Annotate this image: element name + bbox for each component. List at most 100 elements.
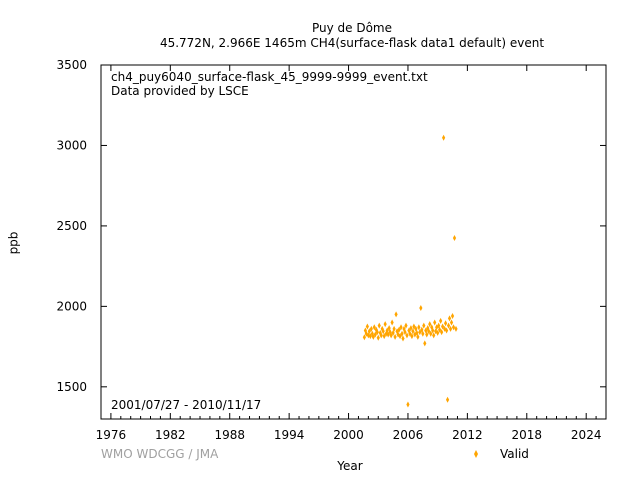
data-point [449, 319, 454, 326]
data-point [392, 325, 396, 332]
x-axis-label: Year [337, 459, 363, 473]
data-point [389, 332, 393, 339]
data-point [416, 333, 420, 340]
data-point [409, 325, 413, 332]
data-point [418, 329, 422, 336]
data-points [362, 134, 458, 408]
data-point [390, 319, 394, 326]
filename-annotation: ch4_puy6040_surface-flask_45_9999-9999_e… [111, 70, 428, 84]
data-point [383, 321, 387, 328]
data-point [405, 332, 409, 339]
x-tick-label: 1994 [274, 428, 305, 442]
y-axis-label: ppb [6, 231, 21, 255]
data-point [373, 331, 377, 338]
data-point [451, 324, 456, 331]
legend-label-valid: Valid [500, 447, 529, 461]
data-point [368, 333, 372, 340]
data-point [410, 333, 414, 340]
data-point [399, 324, 403, 331]
data-point [446, 322, 451, 329]
data-point [374, 326, 378, 333]
data-point [445, 396, 450, 403]
data-point [414, 325, 418, 332]
y-axis-ticks: 1500 2000 2500 3000 3500 [56, 58, 606, 394]
y-tick-label: 2000 [56, 299, 87, 313]
x-tick-label: 2000 [333, 428, 364, 442]
data-point [436, 329, 440, 336]
provider-annotation: Data provided by LSCE [111, 84, 249, 98]
x-tick-label: 2006 [393, 428, 424, 442]
data-point [382, 333, 386, 340]
date-range-annotation: 2001/07/27 - 2010/11/17 [111, 398, 262, 412]
y-tick-label: 3500 [56, 58, 87, 72]
legend-marker-valid [474, 450, 478, 458]
data-point [430, 324, 434, 331]
data-point [394, 311, 398, 318]
x-tick-label: 2024 [571, 428, 602, 442]
data-point [369, 325, 373, 332]
data-point [424, 327, 428, 334]
data-point [421, 330, 425, 337]
data-point [433, 319, 437, 326]
data-point [440, 329, 444, 336]
data-point [395, 328, 399, 335]
data-point [417, 324, 421, 331]
data-point [375, 329, 379, 336]
data-point [427, 328, 431, 335]
chart-title: Puy de Dôme [311, 21, 393, 35]
data-point [431, 327, 435, 334]
data-point [425, 331, 429, 338]
data-point [386, 331, 390, 338]
data-point [422, 322, 426, 329]
data-point [401, 335, 405, 342]
y-tick-label: 2500 [56, 219, 87, 233]
data-point [404, 322, 408, 329]
data-point [442, 134, 446, 141]
data-point [441, 323, 445, 330]
x-tick-label: 1988 [214, 428, 245, 442]
data-point [372, 324, 376, 331]
data-point [379, 332, 383, 339]
data-point [406, 401, 410, 408]
plot-frame [100, 64, 607, 420]
data-point [366, 332, 370, 339]
data-point [385, 327, 389, 334]
data-point [450, 313, 455, 320]
data-point [419, 304, 423, 311]
x-tick-label: 2012 [452, 428, 483, 442]
y-tick-label: 1500 [56, 380, 87, 394]
data-point [412, 323, 416, 330]
x-axis-ticks: 1976 1982 1988 1994 2000 2006 2012 2018 2024 [96, 65, 602, 442]
data-point [365, 323, 369, 330]
data-point [452, 234, 457, 241]
y-tick-label: 3000 [56, 138, 87, 152]
data-point [454, 325, 458, 332]
data-point [398, 333, 402, 340]
data-point [448, 325, 453, 332]
data-point [367, 328, 371, 335]
x-tick-label: 2018 [512, 428, 543, 442]
data-point [403, 329, 407, 336]
data-point [411, 328, 415, 335]
data-point [439, 317, 443, 324]
data-point [428, 321, 432, 328]
data-point [371, 333, 375, 340]
data-point [443, 320, 448, 327]
data-point [397, 326, 401, 333]
data-point [400, 330, 404, 337]
data-point [376, 334, 380, 341]
data-point [438, 326, 442, 333]
data-point [444, 327, 449, 334]
data-point [381, 328, 385, 335]
data-point [432, 332, 436, 339]
data-point [393, 333, 397, 340]
data-point [423, 340, 427, 347]
data-point [362, 334, 366, 341]
credit-text: WMO WDCGG / JMA [101, 447, 219, 461]
data-point [420, 326, 424, 333]
data-point [387, 325, 391, 332]
data-point [377, 322, 381, 329]
data-point [363, 327, 367, 334]
chart-subtitle: 45.772N, 2.966E 1465m CH4(surface-flask … [159, 36, 545, 50]
